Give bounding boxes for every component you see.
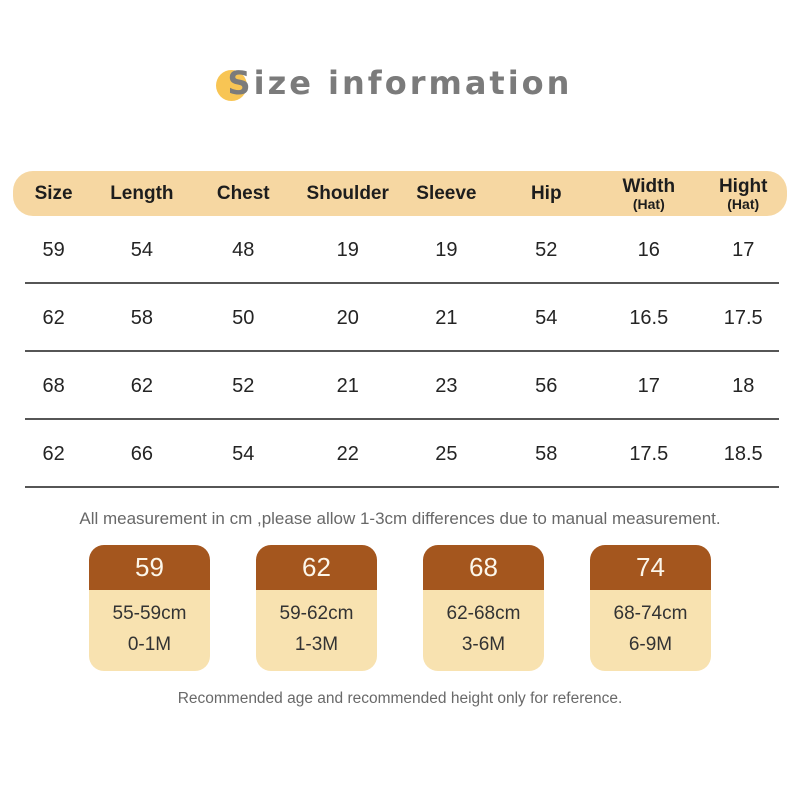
- column-header-label: Sleeve: [416, 183, 477, 204]
- table-row: 59 54 48 19 19 52 16 17: [13, 216, 787, 284]
- cell-hip: 52: [535, 238, 558, 261]
- cell-size: 62: [42, 442, 65, 465]
- cell-sleeve: 23: [435, 374, 458, 397]
- size-card-number: 74: [590, 545, 711, 590]
- size-card-body: 62-68cm 3-6M: [423, 590, 544, 671]
- cell-shoulder: 19: [336, 238, 359, 261]
- cell-hip: 54: [535, 306, 558, 329]
- cell-hight-hat: 18: [732, 374, 755, 397]
- cell-hight-hat: 18.5: [723, 442, 763, 465]
- size-card-age-range: 1-3M: [294, 634, 339, 655]
- size-card-age-range: 0-1M: [127, 634, 172, 655]
- column-header-label: Hight: [718, 175, 768, 197]
- size-information-page: Size information Size Length Chest Shoul…: [0, 64, 800, 800]
- column-header-label: Chest: [216, 183, 270, 204]
- size-card-number: 59: [89, 545, 210, 590]
- size-reference-cards: 59 55-59cm 0-1M 62 59-62cm 1-3M 68 62-68…: [0, 545, 800, 671]
- column-header-sublabel: (Hat): [632, 195, 665, 212]
- size-card-number: 62: [256, 545, 377, 590]
- cell-hip: 58: [535, 442, 558, 465]
- cell-shoulder: 20: [336, 306, 359, 329]
- cell-width-hat: 16: [637, 238, 660, 261]
- size-card-height-range: 55-59cm: [112, 603, 187, 624]
- reference-footer-note: Recommended age and recommended height o…: [177, 690, 623, 707]
- cell-shoulder: 21: [336, 374, 359, 397]
- size-card-age-range: 6-9M: [628, 634, 673, 655]
- size-card-body: 59-62cm 1-3M: [256, 590, 377, 671]
- cell-chest: 54: [232, 442, 255, 465]
- size-card-59: 59 55-59cm 0-1M: [89, 545, 210, 671]
- column-header-label: Shoulder: [306, 183, 389, 204]
- size-card-height-range: 59-62cm: [279, 603, 354, 624]
- column-header-label: Width: [622, 175, 676, 197]
- cell-sleeve: 25: [435, 442, 458, 465]
- column-header-hip: Hip: [494, 183, 598, 204]
- cell-chest: 52: [232, 374, 255, 397]
- cell-shoulder: 22: [336, 442, 359, 465]
- size-card-body: 68-74cm 6-9M: [590, 590, 711, 671]
- page-title-text: Size information: [227, 64, 573, 102]
- cell-hight-hat: 17: [732, 238, 755, 261]
- column-header-size: Size: [13, 183, 94, 204]
- column-header-label: Size: [34, 183, 73, 204]
- cell-hip: 56: [535, 374, 558, 397]
- cell-size: 62: [42, 306, 65, 329]
- cell-chest: 48: [232, 238, 255, 261]
- column-header-chest: Chest: [189, 183, 297, 204]
- size-card-68: 68 62-68cm 3-6M: [423, 545, 544, 671]
- cell-width-hat: 17.5: [629, 442, 669, 465]
- cell-length: 54: [130, 238, 153, 261]
- column-header-hight-hat: Hight (Hat): [699, 176, 786, 212]
- size-card-body: 55-59cm 0-1M: [89, 590, 210, 671]
- cell-chest: 50: [232, 306, 255, 329]
- size-card-62: 62 59-62cm 1-3M: [256, 545, 377, 671]
- cell-length: 62: [130, 374, 153, 397]
- size-table: Size Length Chest Shoulder Sleeve Hip: [13, 171, 787, 488]
- cell-size: 68: [42, 374, 65, 397]
- cell-length: 58: [130, 306, 153, 329]
- column-header-sublabel: (Hat): [727, 195, 760, 212]
- measurement-note: All measurement in cm ,please allow 1-3c…: [79, 509, 721, 528]
- cell-hight-hat: 17.5: [723, 306, 763, 329]
- table-row: 62 58 50 20 21 54 16.5 17.5: [13, 284, 787, 352]
- column-header-length: Length: [94, 183, 189, 204]
- size-table-header-row: Size Length Chest Shoulder Sleeve Hip: [13, 171, 787, 216]
- size-card-age-range: 3-6M: [461, 634, 506, 655]
- column-header-shoulder: Shoulder: [297, 183, 398, 204]
- cell-size: 59: [42, 238, 65, 261]
- title-dot-icon: [215, 70, 247, 101]
- cell-length: 66: [130, 442, 153, 465]
- table-row: 62 66 54 22 25 58 17.5 18.5: [13, 420, 787, 488]
- column-header-sleeve: Sleeve: [398, 183, 494, 204]
- cell-sleeve: 21: [435, 306, 458, 329]
- size-card-height-range: 62-68cm: [446, 603, 521, 624]
- column-header-label: Length: [110, 183, 174, 204]
- size-card-74: 74 68-74cm 6-9M: [590, 545, 711, 671]
- table-row: 68 62 52 21 23 56 17 18: [13, 352, 787, 420]
- cell-sleeve: 19: [435, 238, 458, 261]
- page-title: Size information: [215, 64, 573, 110]
- size-card-number: 68: [423, 545, 544, 590]
- size-card-height-range: 68-74cm: [613, 603, 688, 624]
- column-header-label: Hip: [530, 183, 562, 204]
- cell-width-hat: 17: [637, 374, 660, 397]
- column-header-width-hat: Width (Hat): [598, 176, 699, 212]
- cell-width-hat: 16.5: [629, 306, 669, 329]
